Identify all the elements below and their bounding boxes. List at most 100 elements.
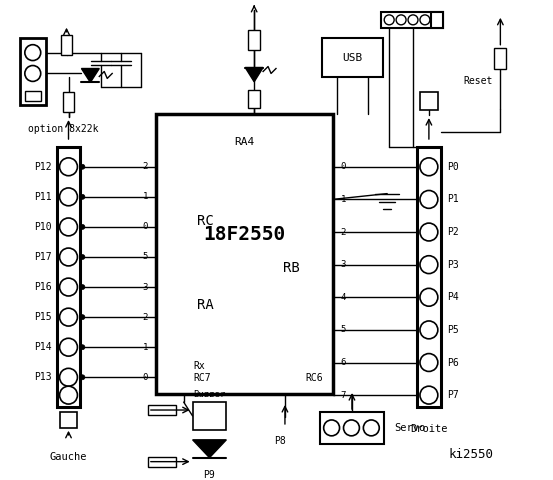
Circle shape: [420, 288, 438, 306]
Text: 2: 2: [143, 312, 148, 322]
Text: 0: 0: [341, 162, 346, 171]
Text: 0: 0: [143, 373, 148, 382]
Text: RA: RA: [197, 298, 214, 312]
Circle shape: [80, 345, 85, 349]
Circle shape: [420, 191, 438, 208]
Bar: [494, 48, 507, 70]
Polygon shape: [245, 68, 263, 82]
Text: P7: P7: [447, 390, 458, 400]
Circle shape: [80, 225, 85, 229]
Bar: [25, 91, 41, 101]
Bar: [431, 12, 443, 28]
Text: P16: P16: [34, 282, 51, 292]
Text: 1: 1: [341, 195, 346, 204]
Bar: [420, 92, 438, 110]
Circle shape: [60, 308, 77, 326]
Bar: [61, 35, 72, 55]
Circle shape: [420, 158, 438, 176]
Text: P17: P17: [34, 252, 51, 262]
Text: 18F2550: 18F2550: [203, 225, 285, 244]
Text: P10: P10: [34, 222, 51, 232]
Text: 3: 3: [143, 283, 148, 291]
Circle shape: [80, 285, 85, 289]
Text: P1: P1: [447, 194, 458, 204]
Circle shape: [25, 66, 41, 82]
Text: USB: USB: [342, 53, 363, 62]
Bar: [322, 38, 383, 77]
Text: 1: 1: [143, 192, 148, 201]
Text: Droite: Droite: [410, 424, 447, 434]
Polygon shape: [192, 440, 226, 457]
Circle shape: [60, 218, 77, 236]
Text: RC: RC: [197, 214, 214, 228]
Text: P15: P15: [34, 312, 51, 322]
Text: 2: 2: [143, 162, 148, 171]
Text: 3: 3: [341, 260, 346, 269]
Circle shape: [80, 164, 85, 169]
Bar: [56, 147, 80, 407]
Text: Buzzer: Buzzer: [194, 390, 226, 398]
Text: 5: 5: [341, 325, 346, 335]
Circle shape: [80, 194, 85, 199]
Text: option 8x22k: option 8x22k: [28, 124, 99, 134]
Text: ki2550: ki2550: [448, 448, 493, 461]
Text: Reset: Reset: [463, 76, 492, 86]
Circle shape: [420, 321, 438, 339]
Circle shape: [420, 15, 430, 25]
Circle shape: [60, 188, 77, 206]
Polygon shape: [81, 69, 100, 83]
Text: 5: 5: [143, 252, 148, 262]
Text: 4: 4: [341, 293, 346, 302]
Circle shape: [80, 315, 85, 320]
Text: P14: P14: [34, 342, 51, 352]
Circle shape: [60, 158, 77, 176]
Text: RB: RB: [283, 261, 299, 275]
Bar: [417, 147, 441, 407]
Circle shape: [420, 256, 438, 274]
Text: P0: P0: [447, 162, 458, 172]
Text: Servo: Servo: [394, 423, 425, 433]
Circle shape: [60, 386, 77, 404]
Circle shape: [343, 420, 359, 436]
Text: Rx: Rx: [194, 361, 205, 372]
Bar: [156, 114, 332, 394]
Circle shape: [60, 278, 77, 296]
Text: 1: 1: [143, 343, 148, 352]
Bar: [148, 456, 176, 467]
Circle shape: [363, 420, 379, 436]
Circle shape: [420, 223, 438, 241]
Circle shape: [25, 45, 41, 60]
Text: P8: P8: [274, 436, 286, 446]
Text: RA4: RA4: [234, 137, 254, 147]
Text: 0: 0: [143, 222, 148, 231]
Bar: [320, 412, 384, 444]
Text: P6: P6: [447, 358, 458, 368]
Text: P2: P2: [447, 227, 458, 237]
Circle shape: [60, 368, 77, 386]
Text: P12: P12: [34, 162, 51, 172]
Circle shape: [60, 338, 77, 356]
Circle shape: [396, 15, 406, 25]
Text: 6: 6: [341, 358, 346, 367]
Bar: [248, 30, 260, 49]
Text: RC6: RC6: [305, 373, 322, 383]
Text: 7: 7: [341, 391, 346, 400]
Bar: [148, 405, 176, 415]
Circle shape: [420, 354, 438, 372]
Text: P9: P9: [204, 469, 215, 480]
Text: 2: 2: [341, 228, 346, 237]
Text: Gauche: Gauche: [50, 452, 87, 462]
Bar: [60, 412, 77, 428]
Bar: [20, 38, 46, 105]
Text: RC7: RC7: [194, 373, 211, 383]
Circle shape: [420, 386, 438, 404]
Bar: [62, 92, 75, 112]
Text: P13: P13: [34, 372, 51, 382]
Text: P3: P3: [447, 260, 458, 270]
Circle shape: [80, 254, 85, 260]
Text: P5: P5: [447, 325, 458, 335]
Bar: [381, 12, 443, 28]
Circle shape: [324, 420, 340, 436]
Circle shape: [384, 15, 394, 25]
Text: P11: P11: [34, 192, 51, 202]
